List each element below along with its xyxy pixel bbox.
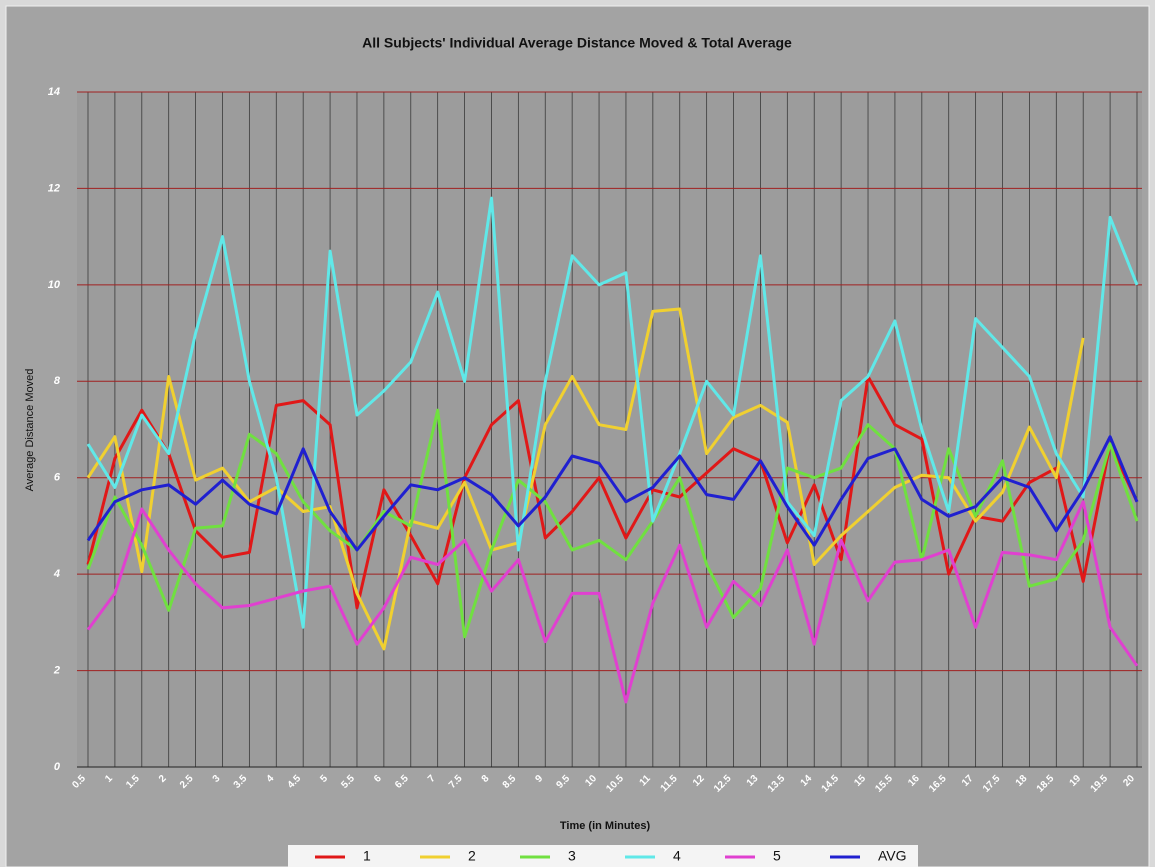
legend-label: 1 (363, 848, 371, 864)
legend-label: AVG (878, 848, 907, 864)
series-line (86, 435, 1139, 552)
series-line (86, 408, 1139, 639)
plot-area (77, 92, 1142, 767)
y-tick-label: 2 (53, 664, 60, 676)
legend-label: 5 (773, 848, 781, 864)
y-axis-label: Average Distance Moved (24, 369, 36, 492)
legend (288, 845, 918, 867)
y-tick-label: 10 (48, 279, 61, 291)
legend-label: 3 (568, 848, 576, 864)
y-tick-label: 14 (48, 86, 60, 98)
legend-label: 2 (468, 848, 476, 864)
y-tick-label: 8 (54, 375, 61, 387)
y-tick-label: 0 (54, 761, 61, 773)
x-axis-label: Time (in Minutes) (560, 820, 651, 832)
y-tick-label: 4 (53, 568, 60, 580)
y-tick-label: 6 (54, 472, 61, 484)
series-line (86, 307, 1085, 651)
series-line (86, 500, 1139, 704)
legend-label: 4 (673, 848, 681, 864)
y-tick-label: 12 (48, 182, 60, 194)
series-line (86, 196, 1139, 629)
series-line (86, 375, 1139, 610)
chart-title: All Subjects' Individual Average Distanc… (362, 35, 792, 51)
